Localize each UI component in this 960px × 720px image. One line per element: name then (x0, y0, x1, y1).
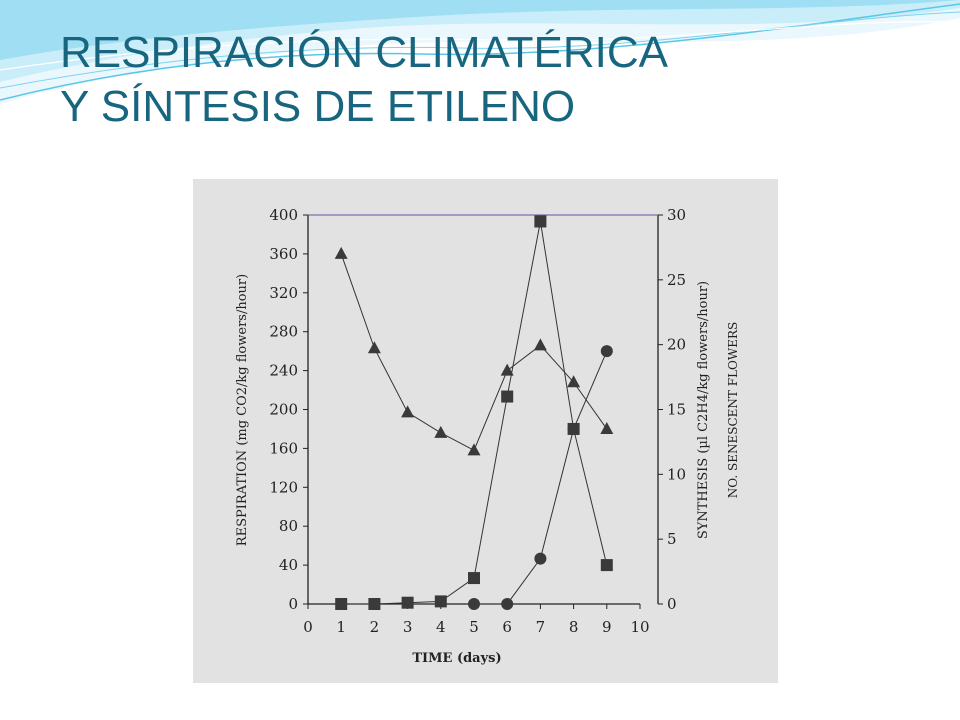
x-tick-label: 6 (502, 618, 512, 636)
y-tick-label: 280 (269, 323, 298, 341)
y2-tick-label: 5 (667, 530, 677, 548)
y-tick-label: 40 (279, 556, 298, 574)
data-point-triangle (401, 405, 415, 418)
y2-tick-label: 20 (667, 336, 686, 354)
data-point-triangle (500, 363, 514, 376)
scanned-figure (193, 179, 778, 683)
data-point-triangle (434, 425, 448, 438)
y-tick-label: 320 (269, 284, 298, 302)
x-tick-label: 1 (336, 618, 346, 636)
y-tick-label: 240 (269, 362, 298, 380)
y2-tick-label: 25 (667, 271, 686, 289)
y-tick-label: 400 (269, 206, 298, 224)
series-triangle (334, 246, 614, 456)
data-point-circle (468, 598, 480, 610)
x-tick-label: 2 (370, 618, 380, 636)
data-point-circle (534, 552, 547, 565)
x-axis-ticks: 0 1 2 3 4 5 6 7 8 9 10 (303, 604, 650, 636)
slide-title-line1: RESPIRACIÓN CLIMATÉRICA (60, 28, 668, 77)
data-point-circle (501, 598, 514, 610)
series-line-circle (474, 350, 608, 605)
y2-axis-label: SYNTHESIS (µl C2H4/kg flowers/hour) (696, 281, 711, 539)
series-layer (334, 215, 614, 610)
x-tick-label: 5 (469, 618, 479, 636)
x-tick-label: 9 (602, 618, 612, 636)
data-point-square (368, 598, 381, 610)
series-line-triangle (340, 253, 608, 452)
data-point-triangle (600, 421, 614, 434)
y-tick-label: 360 (269, 245, 298, 263)
y-tick-label: 80 (279, 517, 298, 535)
series-circle (468, 345, 613, 610)
y2-axis-ticks: 0 5 10 15 20 25 30 (658, 206, 686, 613)
y-axis-label: RESPIRATION (mg CO2/kg flowers/hour) (235, 274, 250, 546)
series-square (335, 215, 613, 610)
data-point-circle (567, 422, 580, 435)
y-axis-ticks: 0 40 80 120 160 200 240 280 320 360 400 (269, 206, 308, 613)
y-tick-label: 120 (269, 478, 298, 496)
x-tick-label: 4 (436, 618, 446, 636)
y2-tick-label: 10 (667, 465, 686, 483)
data-point-circle (600, 345, 613, 358)
data-point-triangle (467, 443, 481, 456)
data-point-square (534, 215, 547, 228)
y2-tick-label: 0 (667, 595, 677, 613)
x-axis-label: TIME (days) (412, 651, 501, 666)
y2-tick-label: 30 (667, 206, 686, 224)
data-point-square (600, 559, 613, 572)
y-tick-label: 0 (288, 595, 298, 613)
x-tick-label: 10 (630, 618, 649, 636)
series-line-square (341, 221, 608, 605)
y-tick-label: 200 (269, 401, 298, 419)
x-tick-label: 7 (536, 618, 546, 636)
y-tick-label: 160 (269, 439, 298, 457)
data-point-triangle (367, 341, 381, 354)
y2-tick-label: 15 (667, 401, 686, 419)
slide-title-line2: Y SÍNTESIS DE ETILENO (60, 82, 576, 131)
data-point-square (434, 595, 447, 608)
decorative-wave-banner (0, 0, 960, 104)
plot-frame (307, 214, 659, 605)
data-point-square (335, 598, 348, 610)
x-tick-label: 3 (403, 618, 413, 636)
data-point-square (501, 390, 514, 403)
slide-title: RESPIRACIÓN CLIMATÉRICA Y SÍNTESIS DE ET… (60, 26, 668, 134)
data-point-square (401, 596, 414, 609)
y2-axis-label-secondary: NO. SENESCENT FLOWERS (726, 322, 740, 498)
x-tick-label: 8 (569, 618, 579, 636)
data-point-square (468, 572, 480, 585)
data-point-triangle (567, 375, 581, 388)
data-point-triangle (334, 246, 348, 259)
data-point-triangle (533, 338, 547, 351)
x-tick-label: 0 (303, 618, 313, 636)
